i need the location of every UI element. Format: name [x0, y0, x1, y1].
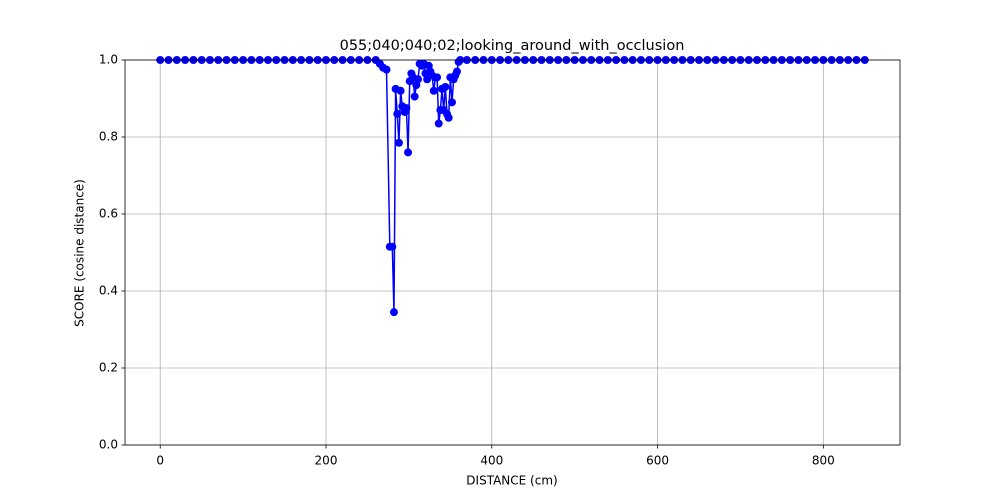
x-axis-label: DISTANCE (cm) — [466, 474, 557, 488]
y-tick-label: 0.6 — [99, 207, 118, 221]
marker — [434, 119, 443, 128]
marker — [394, 138, 403, 147]
y-tick-label: 0.8 — [99, 130, 118, 144]
y-tick-label: 0.4 — [99, 284, 118, 298]
marker — [388, 242, 397, 251]
marker — [404, 148, 413, 157]
marker — [382, 65, 391, 74]
chart-title: 055;040;040;02;looking_around_with_occlu… — [340, 38, 685, 54]
marker — [402, 104, 411, 113]
marker — [410, 92, 419, 101]
marker — [433, 73, 442, 82]
x-tick-label: 0 — [156, 454, 164, 468]
x-tick-label: 400 — [480, 454, 503, 468]
y-tick-label: 1.0 — [99, 53, 118, 67]
y-axis-label: SCORE (cosine distance) — [73, 179, 87, 327]
marker — [444, 113, 453, 122]
x-tick-label: 200 — [315, 454, 338, 468]
marker — [393, 109, 402, 118]
marker — [447, 98, 456, 107]
marker — [414, 75, 423, 84]
marker — [441, 82, 450, 91]
plot-frame — [124, 59, 901, 446]
marker — [429, 86, 438, 95]
x-tick-label: 800 — [812, 454, 835, 468]
y-tick-label: 0.2 — [99, 361, 118, 375]
marker — [396, 86, 405, 95]
y-tick-label: 0.0 — [99, 438, 118, 452]
marker — [389, 308, 398, 317]
line — [160, 59, 865, 313]
x-tick-label: 600 — [646, 454, 669, 468]
marker — [452, 67, 461, 76]
